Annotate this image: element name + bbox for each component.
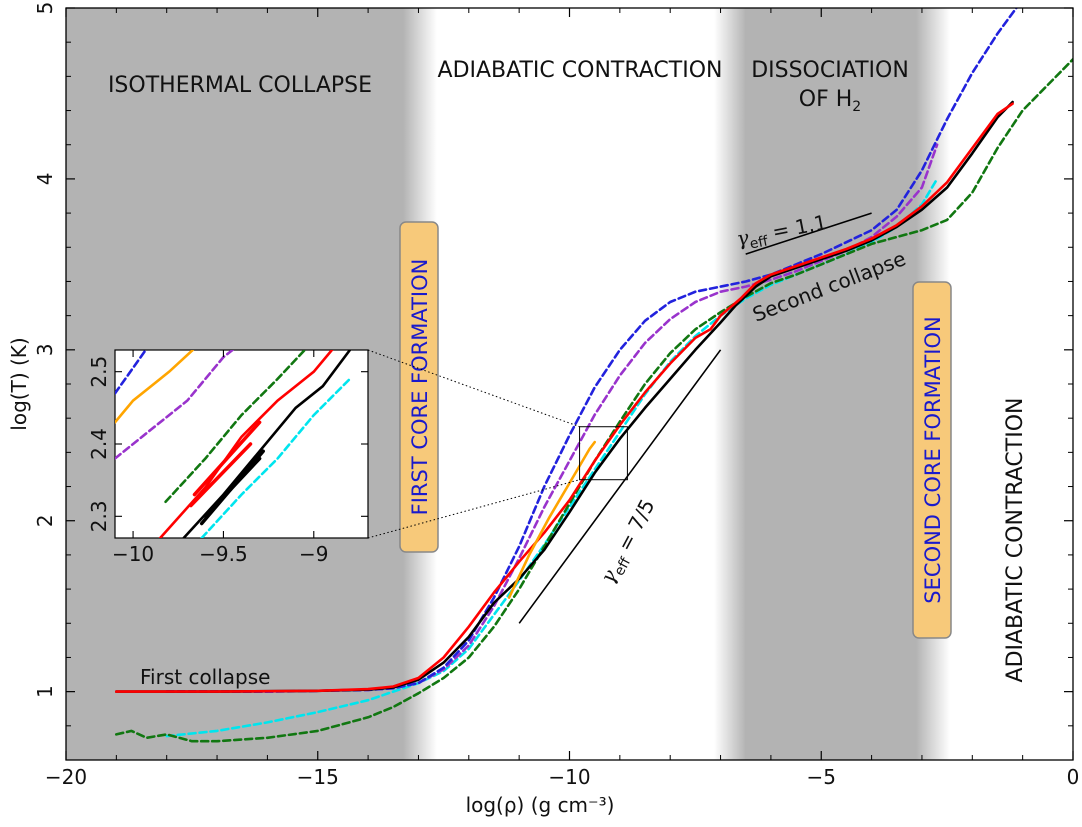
inset-y-tick-label: 2.5: [87, 356, 111, 388]
x-tick-label: −20: [45, 765, 87, 789]
zoom-box: [579, 426, 628, 481]
inset-series-line-0: [115, 350, 147, 395]
inset-series: [115, 350, 352, 538]
reference-line-slope-7/5: [518, 349, 722, 624]
inset-series-line-10: [199, 449, 265, 526]
inset-series-line-2: [115, 350, 234, 460]
region-label-dissociation: DISSOCIATION: [751, 58, 909, 83]
series-line-4: [115, 58, 1073, 743]
y-tick-label: 4: [33, 173, 57, 186]
annotation-first-collapse: First collapse: [140, 665, 270, 689]
series-line-6: [507, 440, 596, 599]
zoom-connector-top: [367, 349, 580, 428]
y-tick-label: 3: [33, 343, 57, 356]
series-line-1: [115, 102, 1014, 693]
series-line-0: [115, 100, 1014, 693]
inset-ticks: −10 −9.5 −9 2.3 2.4 2.5: [87, 350, 368, 566]
region-label-isothermal: ISOTHERMAL COLLAPSE: [108, 73, 372, 98]
region-label-adiabatic-2: ADIABATIC CONTRACTION: [1003, 398, 1028, 683]
inset-y-tick-label: 2.4: [87, 428, 111, 460]
region-dissociation-shade: [745, 8, 917, 760]
series-lines: [115, 8, 1073, 743]
region-label-adiabatic-1: ADIABATIC CONTRACTION: [438, 58, 723, 83]
y-tick-label: 1: [33, 685, 57, 698]
inset-x-tick-label: −9: [299, 542, 328, 566]
phase-box-first-core: FIRST CORE FORMATION: [399, 221, 439, 553]
reference-lines: [518, 212, 872, 624]
y-tick-label: 2: [33, 514, 57, 527]
y-tick-label: 5: [33, 2, 57, 15]
x-tick-label: −10: [548, 765, 590, 789]
series-line-2: [165, 8, 1018, 693]
inset-x-tick-label: −10: [112, 542, 154, 566]
inset-plot: −10 −9.5 −9 2.3 2.4 2.5: [87, 349, 369, 566]
x-tick-label: 0: [1067, 765, 1080, 789]
phase-label-second-core: SECOND CORE FORMATION: [921, 316, 945, 603]
phase-box-second-core: SECOND CORE FORMATION: [912, 281, 952, 639]
inset-series-line-7: [189, 442, 253, 508]
inset-series-line-6: [200, 377, 352, 538]
inset-series-line-8: [192, 420, 262, 497]
zoom-connector-bottom: [367, 479, 580, 539]
x-axis-label: log(ρ) (g cm⁻³): [466, 793, 615, 817]
zoom-indicator: [367, 349, 628, 539]
inset-series-line-3: [164, 350, 306, 504]
region-dissociation-fadein: [714, 8, 746, 760]
annotation-gamma-low: γeff = 7/5: [595, 495, 663, 589]
y-axis-label: log(T) (K): [7, 337, 31, 430]
reference-line-slope-1.1: [745, 212, 872, 255]
axis-ticks: −20 −15 −10 −5 0 1 2 3 4 5: [33, 2, 1079, 789]
inset-y-tick-label: 2.3: [87, 500, 111, 532]
phase-label-first-core: FIRST CORE FORMATION: [408, 259, 432, 516]
inset-x-tick-label: −9.5: [199, 542, 248, 566]
region-label-dissociation-h2: OF H2: [799, 87, 861, 115]
x-tick-label: −5: [807, 765, 836, 789]
inset-series-line-1: [115, 350, 194, 424]
x-tick-label: −15: [297, 765, 339, 789]
